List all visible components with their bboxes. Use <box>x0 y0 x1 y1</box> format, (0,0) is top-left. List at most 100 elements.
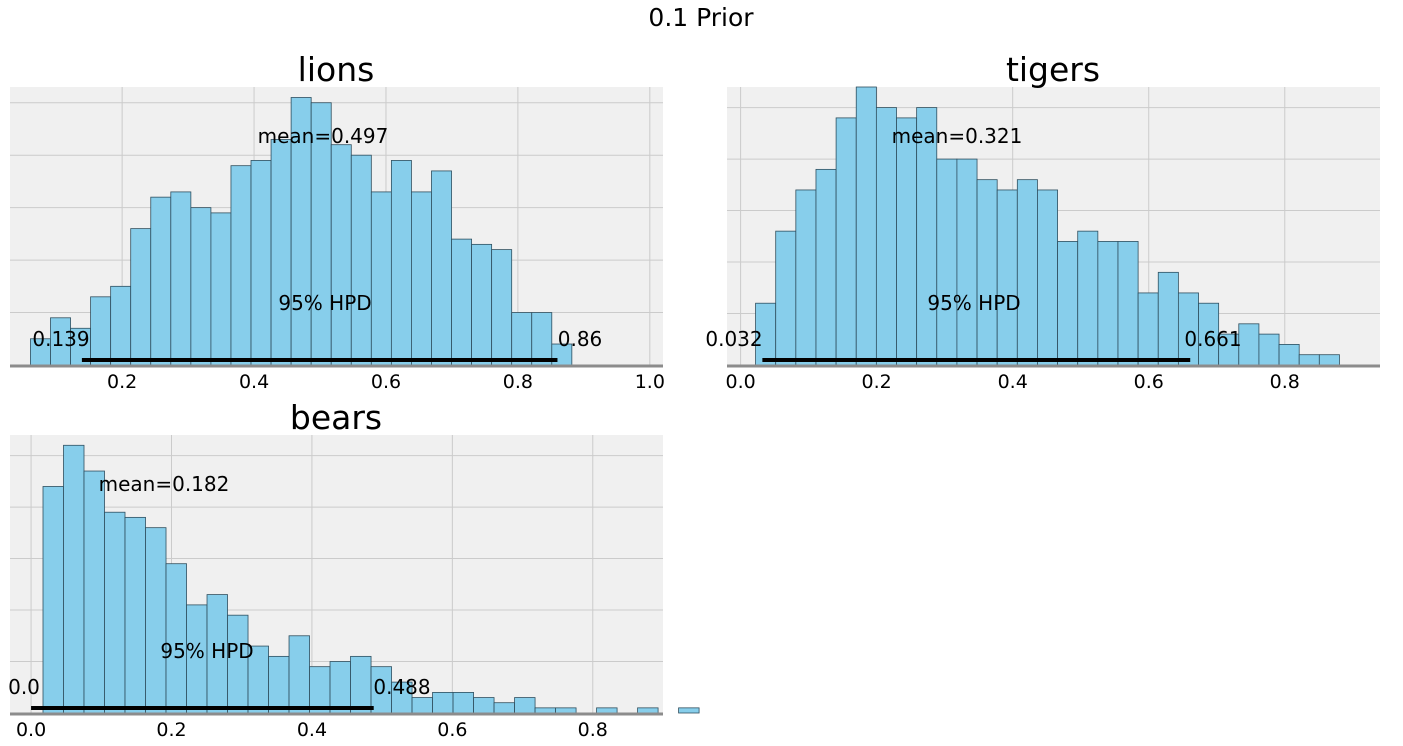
histogram-bar <box>1117 241 1139 366</box>
histogram-bar <box>1318 354 1340 366</box>
x-tick-label: 0.0 <box>16 719 46 741</box>
histogram-bar <box>1258 333 1280 366</box>
histogram-bar <box>390 160 412 366</box>
x-tick-label: 0.0 <box>725 371 755 393</box>
histogram-bar <box>956 158 978 366</box>
x-tick-label: 0.8 <box>503 371 533 393</box>
x-tick-label: 0.4 <box>239 371 269 393</box>
histogram-bar <box>329 661 351 714</box>
x-tick-label: 0.8 <box>578 719 608 741</box>
x-tick-label: 0.2 <box>156 719 186 741</box>
x-tick-label: 0.4 <box>998 371 1028 393</box>
histogram-bar <box>350 655 372 714</box>
hpd-label: 95% HPD <box>927 291 1020 315</box>
x-tick-label: 0.4 <box>297 719 327 741</box>
histogram-bar <box>150 196 172 366</box>
hpd-high-label: 0.661 <box>1184 327 1241 351</box>
panel-bears: bears mean=0.182 95% HPD 0.0 0.488 0.0 0.… <box>8 398 700 741</box>
hpd-high-label: 0.86 <box>558 327 603 351</box>
panel-title: tigers <box>1006 50 1100 89</box>
histogram-bar <box>431 170 452 366</box>
histogram-bar <box>145 527 167 714</box>
histogram-bar <box>124 516 146 714</box>
panel-title: lions <box>298 50 375 89</box>
histogram-bar <box>855 86 877 366</box>
histogram-bar <box>1097 241 1119 366</box>
histogram-bar <box>452 692 474 714</box>
histogram-bar <box>432 692 454 714</box>
histogram-bar <box>471 243 493 366</box>
x-tick-label: 1.0 <box>635 371 665 393</box>
histogram-bar <box>1278 344 1300 366</box>
histogram-bar <box>1016 179 1038 366</box>
histogram-bar <box>1077 230 1099 366</box>
x-tick-label: 0.2 <box>862 371 892 393</box>
histogram-bar <box>268 655 290 714</box>
x-tick-label: 0.6 <box>371 371 401 393</box>
histogram-bar <box>1157 271 1179 366</box>
histogram-bar <box>555 707 577 714</box>
histogram-bar <box>230 165 252 366</box>
histogram-bar <box>411 697 433 714</box>
histogram-bar <box>227 614 249 714</box>
mean-label: mean=0.182 <box>99 472 230 496</box>
histogram-bar <box>531 312 553 366</box>
histogram-bar <box>678 707 700 714</box>
histogram-bar <box>270 139 292 366</box>
hpd-high-label: 0.488 <box>373 675 430 699</box>
panel-tigers: tigers mean=0.321 95% HPD 0.032 0.661 0.… <box>705 50 1380 393</box>
hpd-label: 95% HPD <box>278 291 371 315</box>
histogram-bar <box>514 697 536 714</box>
histogram-bar <box>350 154 372 366</box>
histogram-bar <box>493 702 515 714</box>
histogram-bar <box>90 296 112 366</box>
histogram-bar <box>130 228 152 366</box>
hpd-label: 95% HPD <box>160 639 253 663</box>
histogram-bar <box>250 160 272 366</box>
figure-title: 0.1 Prior <box>648 3 754 32</box>
histogram-bar <box>473 697 495 714</box>
panel-lions: lions mean=0.497 95% HPD 0.139 0.86 0.2 0… <box>10 50 665 393</box>
x-tick-label: 0.2 <box>107 371 137 393</box>
histogram-bar <box>170 191 192 366</box>
histogram-bar <box>330 144 352 366</box>
histogram-bar <box>795 189 817 366</box>
histogram-bar <box>936 158 958 366</box>
bars <box>30 97 573 366</box>
x-ticks: 0.0 0.2 0.4 0.6 0.8 <box>16 719 608 741</box>
histogram-bar <box>63 444 85 714</box>
x-ticks: 0.0 0.2 0.4 0.6 0.8 <box>725 371 1299 393</box>
hpd-low-label: 0.139 <box>32 327 89 351</box>
histogram-bar <box>534 707 556 714</box>
histogram-bar <box>976 179 998 366</box>
histogram-bar <box>1298 354 1320 366</box>
histogram-bar <box>83 470 105 714</box>
x-ticks: 0.2 0.4 0.6 0.8 1.0 <box>107 371 665 393</box>
histogram-bar <box>190 207 212 366</box>
histogram-bar <box>815 168 837 366</box>
histogram-bar <box>411 191 432 366</box>
histogram-bar <box>775 230 797 366</box>
histogram-bar <box>370 191 392 366</box>
histogram-bar <box>896 117 918 366</box>
panel-title: bears <box>290 398 382 437</box>
mean-label: mean=0.321 <box>892 124 1023 148</box>
histogram-bar <box>637 707 659 714</box>
x-tick-label: 0.6 <box>1134 371 1164 393</box>
histogram-bar <box>596 707 618 714</box>
histogram-bar <box>451 238 472 366</box>
histogram-bar <box>210 212 232 366</box>
histogram-bar <box>42 486 64 714</box>
mean-label: mean=0.497 <box>258 124 389 148</box>
histogram-bar <box>835 117 857 366</box>
histogram-bar <box>491 249 513 366</box>
histogram-bar <box>1037 189 1058 366</box>
histogram-bar <box>110 285 132 366</box>
x-tick-label: 0.6 <box>437 719 467 741</box>
histogram-bar <box>1057 241 1079 366</box>
histogram-bar <box>996 189 1018 366</box>
histogram-bar <box>288 635 310 714</box>
hpd-low-label: 0.032 <box>705 327 762 351</box>
hpd-low-label: 0.0 <box>8 675 40 699</box>
